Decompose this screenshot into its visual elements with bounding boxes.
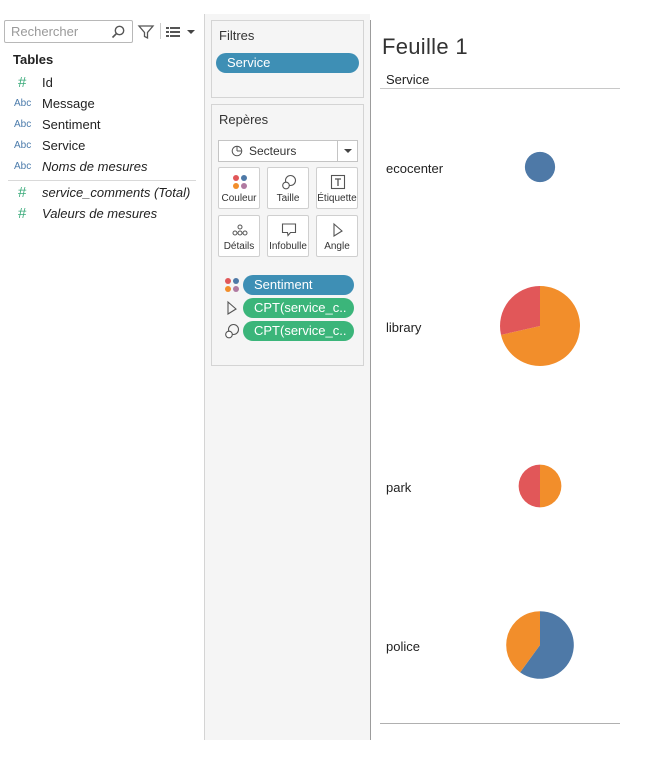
angle-icon: [333, 222, 343, 237]
color-button[interactable]: Couleur: [218, 167, 260, 209]
bottom-divider: [380, 723, 620, 724]
pie-slice-library-1[interactable]: [501, 286, 580, 367]
color-icon: [233, 175, 247, 189]
marks-title: Repères: [219, 112, 269, 127]
toolbar-separator: [160, 23, 161, 39]
mark-type-dropdown[interactable]: Secteurs: [218, 140, 358, 162]
field-item-service-comments[interactable]: # service_comments (Total): [0, 183, 200, 204]
size-icon: [282, 174, 297, 190]
measure-icon: #: [18, 184, 27, 201]
mark-type-label: Secteurs: [249, 144, 297, 158]
field-divider: [8, 180, 196, 181]
filter-pill-service[interactable]: Service: [216, 53, 359, 73]
data-pane: Tables # Id Abc Message Abc Sentiment Ab…: [0, 0, 204, 782]
pie-mark-icon: [231, 145, 243, 157]
angle-button-label: Angle: [324, 241, 350, 252]
search-row: [4, 20, 200, 44]
row-label-ecocenter[interactable]: ecocenter: [386, 161, 444, 176]
detail-button[interactable]: Détails: [218, 215, 260, 257]
measure-icon: #: [18, 74, 27, 91]
search-input[interactable]: [11, 21, 111, 41]
chevron-down-icon[interactable]: [182, 23, 200, 41]
field-label: Id: [42, 75, 53, 90]
field-item-measure-names[interactable]: Abc Noms de mesures: [0, 157, 200, 178]
detail-icon: [232, 224, 248, 236]
size-pill-icon: [225, 323, 240, 339]
column-header-service[interactable]: Service: [386, 72, 430, 87]
dimension-icon: Abc: [14, 161, 32, 172]
field-item-id[interactable]: # Id: [0, 73, 200, 94]
row-label-park[interactable]: park: [386, 480, 412, 495]
marks-card: Repères Secteurs Couleur Taille: [211, 104, 364, 366]
sentiment-pill[interactable]: Sentiment: [243, 275, 354, 295]
pie-slice-library-2[interactable]: [500, 286, 540, 335]
chevron-down-icon: [344, 149, 352, 153]
search-box[interactable]: [4, 20, 133, 43]
tooltip-button-label: Infobulle: [269, 241, 307, 252]
header-divider: [380, 88, 620, 89]
filter-icon[interactable]: [137, 23, 155, 41]
search-icon[interactable]: [110, 24, 126, 40]
row-label-police[interactable]: police: [386, 639, 420, 654]
field-label: Valeurs de mesures: [42, 206, 158, 221]
field-item-sentiment[interactable]: Abc Sentiment: [0, 115, 200, 136]
dimension-icon: Abc: [14, 98, 32, 109]
size-measure-pill[interactable]: CPT(service_c..: [243, 321, 354, 341]
color-button-label: Couleur: [221, 193, 257, 204]
field-label: Message: [42, 96, 95, 111]
dimension-icon: Abc: [14, 140, 32, 151]
measure-icon: #: [18, 205, 27, 222]
field-label: service_comments (Total): [42, 185, 191, 200]
pie-slice-police-1[interactable]: [506, 611, 540, 673]
filters-card[interactable]: Filtres Service: [211, 20, 364, 98]
pie-slice-police-0[interactable]: [520, 611, 574, 679]
tables-heading: Tables: [13, 52, 54, 67]
field-list: # Id Abc Message Abc Sentiment Abc Servi…: [0, 73, 204, 225]
field-label: Service: [42, 138, 86, 153]
pie-slice-ecocenter-0[interactable]: [524, 151, 556, 183]
row-label-library[interactable]: library: [386, 320, 422, 335]
color-pill-icon: [225, 278, 239, 292]
worksheet: Feuille 1 Service ecocenter library park…: [370, 20, 672, 740]
text-label-icon: [330, 174, 346, 190]
label-button[interactable]: Étiquette: [316, 167, 358, 209]
sheet-title[interactable]: Feuille 1: [382, 34, 468, 59]
angle-measure-pill[interactable]: CPT(service_c..: [243, 298, 354, 318]
mark-type-drop[interactable]: [337, 141, 357, 161]
angle-pill-icon: [227, 300, 237, 315]
pie-chart-area: [500, 151, 580, 679]
field-label: Sentiment: [42, 117, 101, 132]
dimension-icon: Abc: [14, 119, 32, 130]
pie-slice-park-2[interactable]: [518, 464, 540, 508]
view-list-icon[interactable]: [164, 23, 182, 41]
size-button[interactable]: Taille: [267, 167, 309, 209]
angle-button[interactable]: Angle: [316, 215, 358, 257]
tooltip-button[interactable]: Infobulle: [267, 215, 309, 257]
field-item-message[interactable]: Abc Message: [0, 94, 200, 115]
filters-title: Filtres: [219, 28, 255, 43]
detail-button-label: Détails: [223, 241, 255, 252]
field-item-measure-values[interactable]: # Valeurs de mesures: [0, 204, 200, 225]
field-item-service[interactable]: Abc Service: [0, 136, 200, 157]
size-button-label: Taille: [276, 193, 300, 204]
cards-pane: Filtres Service Repères Secteurs Couleur: [204, 14, 370, 740]
label-button-label: Étiquette: [317, 193, 357, 204]
field-label: Noms de mesures: [42, 159, 148, 174]
pie-slice-park-1[interactable]: [540, 464, 562, 508]
tooltip-icon: [281, 223, 297, 237]
